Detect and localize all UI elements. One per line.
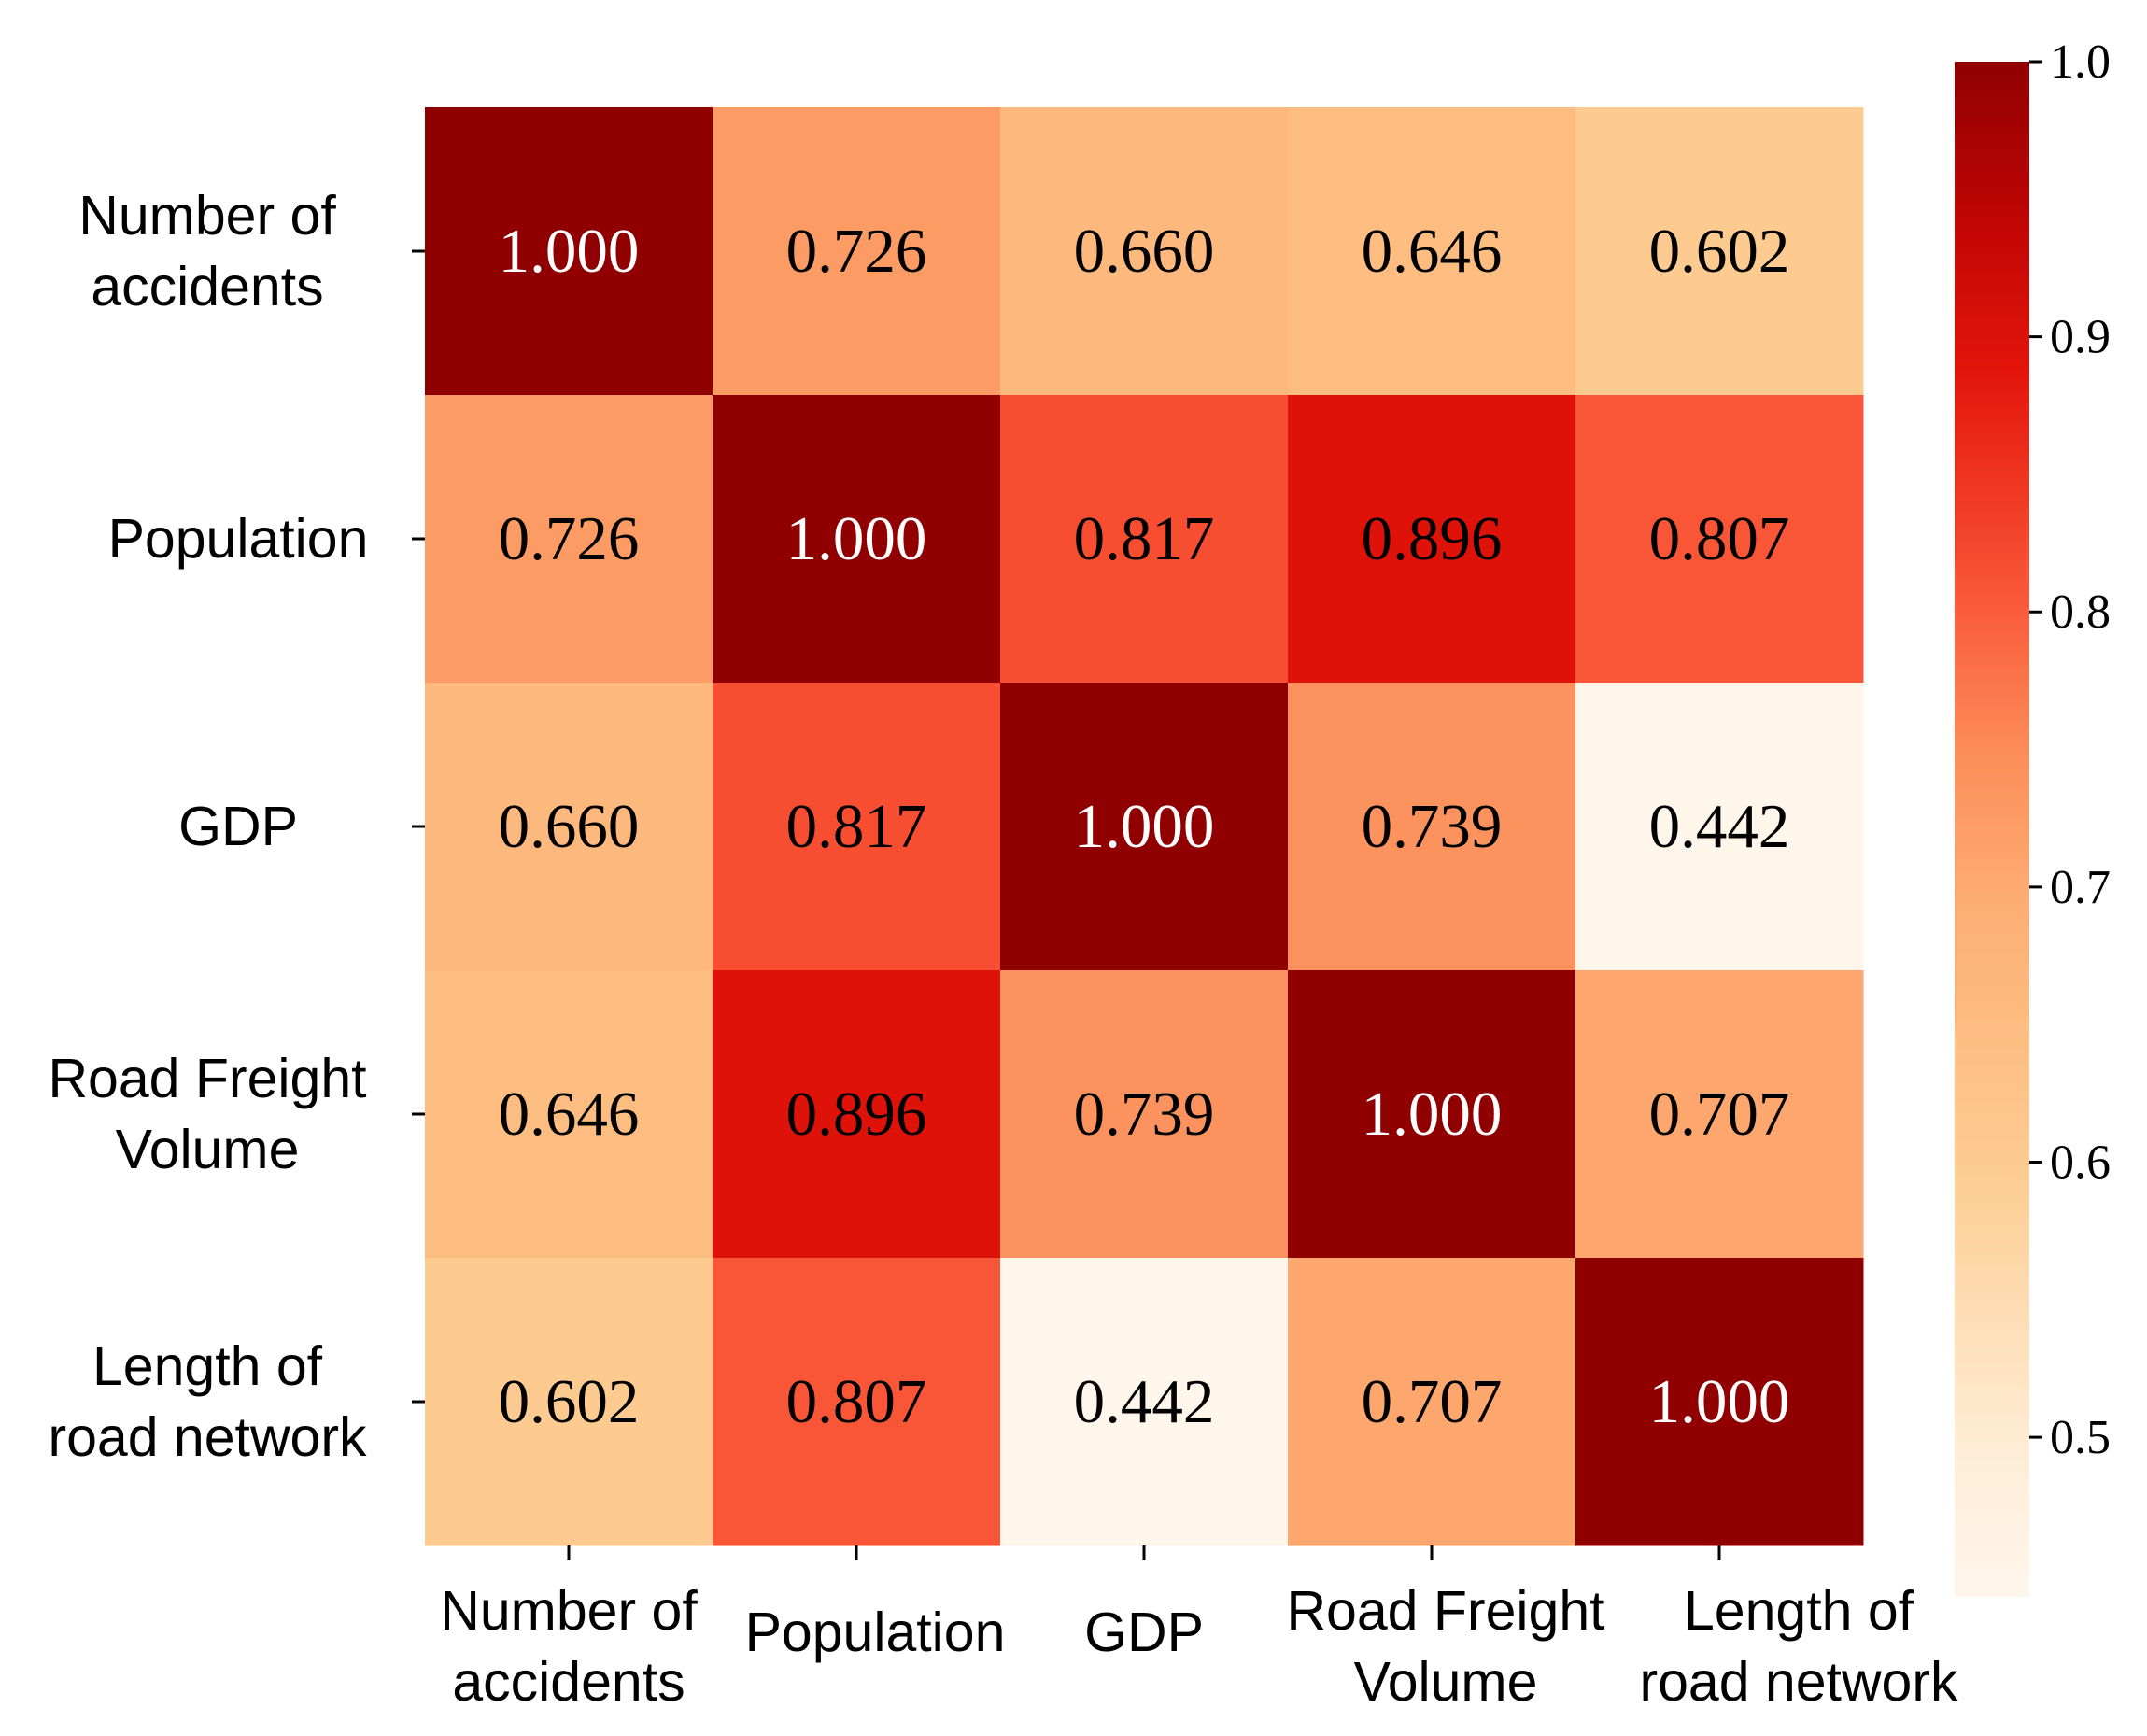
cell-value-label: 0.739 bbox=[1362, 792, 1503, 861]
cell-value-label: 0.896 bbox=[786, 1080, 927, 1149]
colorbar-tick-label: 0.8 bbox=[2050, 586, 2111, 639]
heatmap-cell bbox=[425, 107, 713, 396]
colorbar-tick-label: 0.7 bbox=[2050, 861, 2111, 914]
y-tick-label: Length of road network bbox=[48, 1335, 367, 1468]
heatmap-cell bbox=[1288, 395, 1576, 684]
cell-value-label: 0.646 bbox=[499, 1080, 640, 1149]
cell-value-label: 0.817 bbox=[1074, 504, 1215, 573]
heatmap-cell bbox=[713, 395, 1001, 684]
cell-value-label: 1.000 bbox=[1362, 1080, 1503, 1149]
heatmap-cell bbox=[425, 395, 713, 684]
colorbar-tick-label: 0.6 bbox=[2050, 1136, 2111, 1189]
y-tick-label: Population bbox=[108, 508, 369, 570]
cell-value-label: 1.000 bbox=[1074, 792, 1215, 861]
cell-value-label: 0.807 bbox=[1649, 504, 1790, 573]
colorbar-tick-label: 0.9 bbox=[2050, 311, 2111, 364]
cell-value-label: 0.707 bbox=[1362, 1367, 1503, 1436]
heatmap-cell bbox=[713, 683, 1001, 971]
cell-value-label: 0.602 bbox=[499, 1367, 640, 1436]
x-tick-label: Number of accidents bbox=[440, 1580, 698, 1713]
y-tick-label: Road Freight Volume bbox=[48, 1048, 366, 1180]
cell-value-label: 0.807 bbox=[786, 1367, 927, 1436]
heatmap-cell bbox=[1575, 395, 1864, 684]
heatmap-cell bbox=[1575, 1258, 1864, 1546]
cell-value-label: 0.646 bbox=[1362, 217, 1503, 286]
heatmap-cell bbox=[1000, 970, 1289, 1259]
colorbar-tick-label: 0.5 bbox=[2050, 1411, 2111, 1464]
heatmap-cell bbox=[713, 970, 1001, 1259]
cell-value-label: 0.739 bbox=[1074, 1080, 1215, 1149]
heatmap-cell bbox=[713, 1258, 1001, 1546]
y-tick-label: GDP bbox=[178, 796, 298, 857]
y-tick-label: Number of accidents bbox=[78, 185, 336, 318]
colorbar-tick-label: 1.0 bbox=[2050, 35, 2111, 89]
heatmap-cell bbox=[425, 1258, 713, 1546]
cell-value-label: 0.442 bbox=[1074, 1367, 1215, 1436]
heatmap-cell bbox=[1575, 107, 1864, 396]
cell-value-label: 0.726 bbox=[499, 504, 640, 573]
cell-value-label: 1.000 bbox=[499, 217, 640, 286]
heatmap-cell bbox=[1288, 683, 1576, 971]
heatmap-cell bbox=[425, 683, 713, 971]
cell-value-label: 1.000 bbox=[1649, 1367, 1790, 1436]
heatmap-cell bbox=[1000, 1258, 1289, 1546]
cell-value-label: 0.817 bbox=[786, 792, 927, 861]
colorbar-gradient bbox=[1955, 62, 2029, 1597]
heatmap-cell bbox=[1288, 107, 1576, 396]
heatmap-cell bbox=[1288, 1258, 1576, 1546]
heatmap-cells: 1.000 0.726 0.660 0.646 0.602 0.726 1.000 0.817… bbox=[425, 107, 1864, 1546]
cell-value-label: 0.602 bbox=[1649, 217, 1790, 286]
x-tick-label: GDP bbox=[1084, 1602, 1204, 1663]
heatmap-cell bbox=[1000, 107, 1289, 396]
heatmap-cell bbox=[1288, 970, 1576, 1259]
y-axis-labels: Number of accidents Population GDP Road Frei… bbox=[48, 185, 425, 1468]
x-tick-label: Road Freight Volume bbox=[1286, 1580, 1604, 1713]
heatmap-cell bbox=[1000, 395, 1289, 684]
cell-value-label: 0.660 bbox=[499, 792, 640, 861]
cell-value-label: 0.707 bbox=[1649, 1080, 1790, 1149]
x-axis-labels: Number of accidents Population GDP Road Frei… bbox=[440, 1545, 1958, 1713]
colorbar: 0.5 0.6 0.7 0.8 0.9 1.0 bbox=[1955, 35, 2111, 1597]
heatmap-cell bbox=[1575, 683, 1864, 971]
cell-value-label: 0.442 bbox=[1649, 792, 1790, 861]
cell-value-label: 0.660 bbox=[1074, 217, 1215, 286]
heatmap-cell bbox=[713, 107, 1001, 396]
heatmap-cell bbox=[1575, 970, 1864, 1259]
cell-value-label: 0.726 bbox=[786, 217, 927, 286]
cell-value-label: 1.000 bbox=[786, 504, 927, 573]
x-tick-label: Length of road network bbox=[1639, 1580, 1958, 1713]
x-tick-label: Population bbox=[745, 1602, 1006, 1663]
heatmap-cell bbox=[425, 970, 713, 1259]
heatmap-cell bbox=[1000, 683, 1289, 971]
cell-value-label: 0.896 bbox=[1362, 504, 1503, 573]
